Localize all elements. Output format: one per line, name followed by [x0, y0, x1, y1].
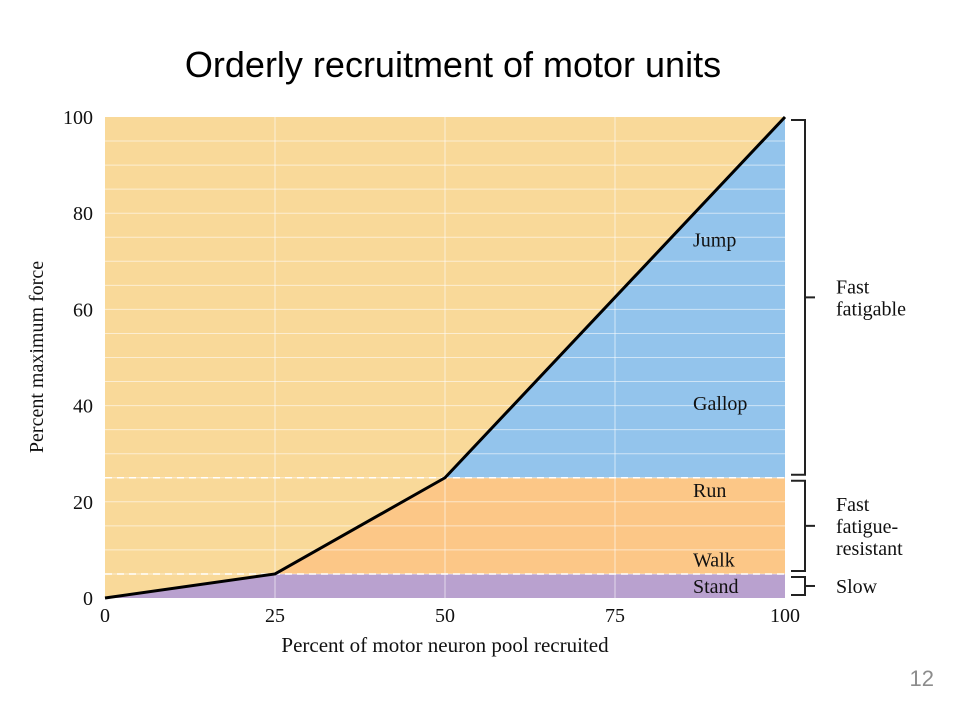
region-label-run: Run — [693, 480, 726, 502]
unit-group-label: Fast — [836, 276, 870, 298]
region-label-stand: Stand — [693, 576, 739, 598]
unit-group-label: Fast — [836, 494, 870, 516]
unit-bracket — [791, 575, 806, 596]
unit-group-label: fatigable — [836, 298, 906, 320]
region-label-walk: Walk — [693, 550, 735, 572]
x-axis: 0 25 50 75 100 — [100, 605, 800, 627]
unit-group-label: Slow — [836, 576, 878, 598]
y-tick-label: 40 — [73, 396, 93, 418]
force-curve — [104, 115, 787, 600]
page-number: 12 — [909, 666, 934, 691]
x-tick-label: 75 — [605, 605, 625, 627]
y-axis-label: Percent maximum force — [26, 261, 48, 453]
region-label-gallop: Gallop — [693, 393, 747, 415]
y-tick-label: 100 — [63, 107, 93, 129]
force-curve-group — [104, 115, 787, 600]
slide-title: Orderly recruitment of motor units — [184, 44, 722, 85]
x-tick-label: 50 — [435, 605, 455, 627]
y-tick-label: 80 — [73, 203, 93, 225]
y-tick-label: 0 — [83, 588, 93, 610]
region-labels: Stand Walk Run Gallop Jump — [693, 230, 747, 598]
y-axis: 0 20 40 60 80 100 — [63, 107, 93, 610]
x-tick-label: 25 — [265, 605, 285, 627]
unit-bracket — [791, 479, 806, 572]
y-tick-label: 20 — [73, 492, 93, 514]
grid-lines — [105, 117, 785, 598]
unit-group-label: fatigue- — [836, 516, 898, 538]
region-label-jump: Jump — [693, 230, 736, 252]
unit-bracket — [791, 119, 806, 476]
x-tick-label: 0 — [100, 605, 110, 627]
x-axis-label: Percent of motor neuron pool recruited — [281, 633, 609, 657]
x-tick-label: 100 — [770, 605, 800, 627]
y-tick-label: 60 — [73, 299, 93, 321]
unit-group-label: resistant — [836, 538, 903, 560]
